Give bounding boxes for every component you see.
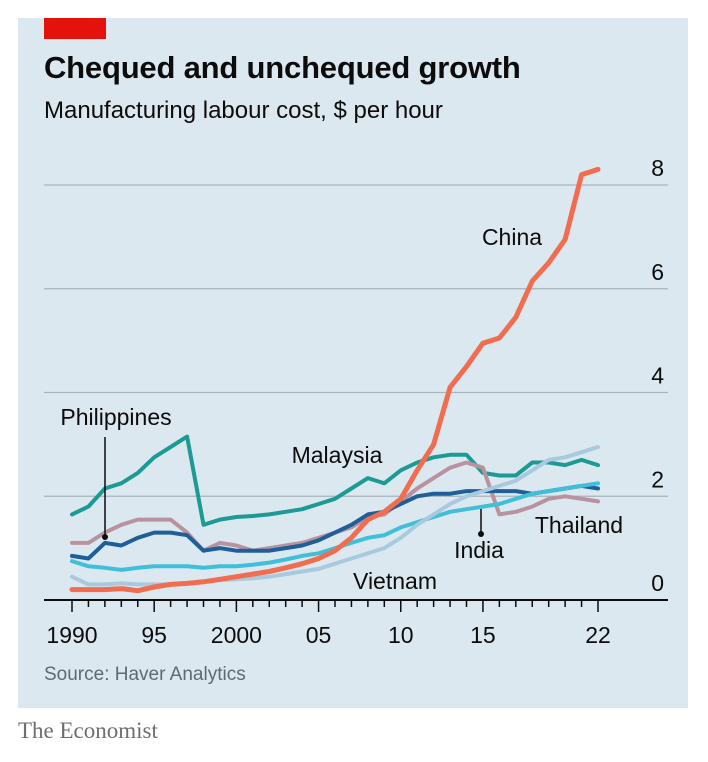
- x-tick-label-10: 10: [388, 622, 414, 648]
- x-axis: [44, 599, 668, 612]
- y-tick-label-6: 6: [651, 259, 664, 285]
- series-labels: China Malaysia Philippines Thailand India Vie…: [60, 224, 623, 594]
- y-tick-labels: 0 2 4 6 8: [651, 155, 664, 596]
- brand-red-tag: [44, 18, 106, 39]
- series-label-philippines: Philippines: [60, 404, 171, 430]
- series-line-china: [69, 166, 601, 594]
- y-tick-label-0: 0: [651, 570, 664, 596]
- x-tick-label-2000: 2000: [211, 622, 262, 648]
- series-label-china: China: [482, 224, 542, 250]
- series-line-philippines: [70, 483, 600, 561]
- x-tick-label-05: 05: [306, 622, 332, 648]
- brand-wordmark: The Economist: [18, 718, 158, 743]
- chart-subtitle: Manufacturing labour cost, $ per hour: [44, 97, 443, 124]
- series-label-thailand: Thailand: [535, 512, 623, 538]
- pointer-dot-philippines: [102, 534, 108, 540]
- x-tick-label-22: 22: [585, 622, 611, 648]
- source-note: Source: Haver Analytics: [44, 664, 246, 685]
- series-label-india: India: [454, 537, 504, 563]
- y-tick-label-2: 2: [651, 466, 664, 492]
- pointer-dot-india: [478, 531, 484, 537]
- chart-panel: [18, 18, 688, 708]
- series-line-thailand: [70, 460, 600, 553]
- chart-title: Chequed and unchequed growth: [44, 50, 521, 85]
- y-tick-label-8: 8: [651, 155, 664, 181]
- x-tick-label-1990: 1990: [46, 622, 97, 648]
- series-lines: [69, 166, 601, 594]
- x-tick-label-95: 95: [141, 622, 167, 648]
- series-line-malaysia: [70, 434, 600, 527]
- x-tick-labels: 1990 95 2000 05 10 15 22: [46, 622, 610, 648]
- y-tick-label-4: 4: [651, 363, 664, 389]
- x-tick-label-15: 15: [470, 622, 496, 648]
- series-label-malaysia: Malaysia: [292, 442, 383, 468]
- series-label-vietnam: Vietnam: [353, 568, 437, 594]
